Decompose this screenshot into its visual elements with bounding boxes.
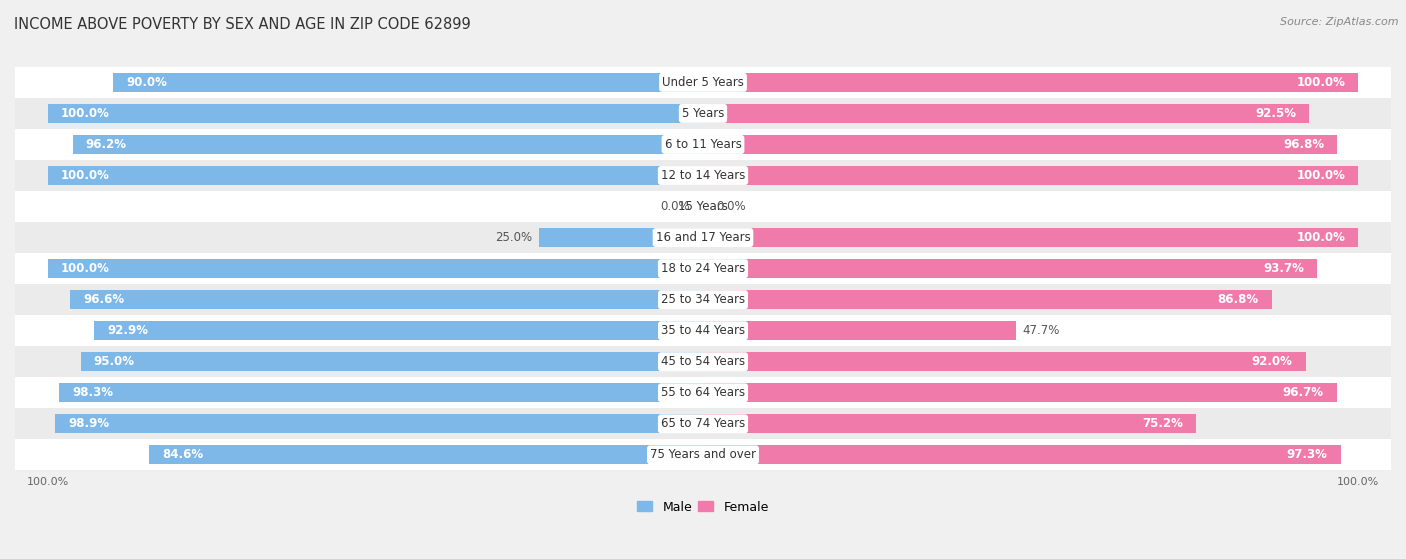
Bar — [703, 228, 1358, 247]
Text: 0.0%: 0.0% — [716, 200, 745, 213]
Bar — [15, 284, 1391, 315]
Bar — [703, 259, 1317, 278]
Legend: Male, Female: Male, Female — [633, 495, 773, 519]
Text: 16 and 17 Years: 16 and 17 Years — [655, 231, 751, 244]
Bar — [15, 377, 1391, 408]
Text: 92.5%: 92.5% — [1256, 107, 1296, 120]
Bar — [15, 253, 1391, 284]
Text: 100.0%: 100.0% — [1296, 169, 1346, 182]
Text: 100.0%: 100.0% — [60, 169, 110, 182]
Bar — [15, 160, 1391, 191]
Bar — [149, 445, 703, 465]
Text: 18 to 24 Years: 18 to 24 Years — [661, 262, 745, 275]
Text: 96.2%: 96.2% — [86, 138, 127, 151]
Text: 35 to 44 Years: 35 to 44 Years — [661, 324, 745, 337]
Text: 96.6%: 96.6% — [83, 293, 124, 306]
Text: 5 Years: 5 Years — [682, 107, 724, 120]
Bar — [15, 346, 1391, 377]
Text: 6 to 11 Years: 6 to 11 Years — [665, 138, 741, 151]
Text: Source: ZipAtlas.com: Source: ZipAtlas.com — [1281, 17, 1399, 27]
Text: 25 to 34 Years: 25 to 34 Years — [661, 293, 745, 306]
Bar — [73, 135, 703, 154]
Text: Under 5 Years: Under 5 Years — [662, 76, 744, 89]
Bar — [538, 228, 703, 247]
Bar — [703, 352, 1306, 371]
Bar — [15, 191, 1391, 222]
Text: 55 to 64 Years: 55 to 64 Years — [661, 386, 745, 399]
Bar — [703, 166, 1358, 185]
Text: 98.3%: 98.3% — [72, 386, 112, 399]
Bar — [15, 315, 1391, 346]
Text: 45 to 54 Years: 45 to 54 Years — [661, 355, 745, 368]
Text: 47.7%: 47.7% — [1022, 324, 1060, 337]
Bar — [15, 222, 1391, 253]
Bar — [59, 383, 703, 402]
Bar — [703, 135, 1337, 154]
Text: 95.0%: 95.0% — [94, 355, 135, 368]
Bar — [703, 383, 1337, 402]
Bar — [703, 290, 1272, 309]
Text: 100.0%: 100.0% — [60, 262, 110, 275]
Bar — [15, 439, 1391, 470]
Bar — [48, 104, 703, 123]
Text: 90.0%: 90.0% — [127, 76, 167, 89]
Text: 100.0%: 100.0% — [1296, 76, 1346, 89]
Text: 25.0%: 25.0% — [495, 231, 533, 244]
Bar — [15, 408, 1391, 439]
Text: 96.7%: 96.7% — [1282, 386, 1323, 399]
Text: 92.0%: 92.0% — [1251, 355, 1292, 368]
Bar — [48, 259, 703, 278]
Text: 12 to 14 Years: 12 to 14 Years — [661, 169, 745, 182]
Text: 75 Years and over: 75 Years and over — [650, 448, 756, 461]
Bar — [80, 352, 703, 371]
Text: 84.6%: 84.6% — [162, 448, 202, 461]
Bar — [15, 98, 1391, 129]
Bar — [70, 290, 703, 309]
Text: 0.0%: 0.0% — [661, 200, 690, 213]
Bar — [15, 129, 1391, 160]
Bar — [55, 414, 703, 433]
Bar — [114, 73, 703, 92]
Bar — [48, 166, 703, 185]
Text: 96.8%: 96.8% — [1284, 138, 1324, 151]
Text: 98.9%: 98.9% — [67, 418, 110, 430]
Bar — [703, 445, 1340, 465]
Text: 100.0%: 100.0% — [1296, 231, 1346, 244]
Text: 93.7%: 93.7% — [1263, 262, 1303, 275]
Bar — [703, 321, 1015, 340]
Text: 75.2%: 75.2% — [1142, 418, 1182, 430]
Text: INCOME ABOVE POVERTY BY SEX AND AGE IN ZIP CODE 62899: INCOME ABOVE POVERTY BY SEX AND AGE IN Z… — [14, 17, 471, 32]
Text: 15 Years: 15 Years — [678, 200, 728, 213]
Bar — [703, 104, 1309, 123]
Bar — [703, 414, 1195, 433]
Text: 97.3%: 97.3% — [1286, 448, 1327, 461]
Bar — [15, 67, 1391, 98]
Text: 92.9%: 92.9% — [107, 324, 149, 337]
Text: 65 to 74 Years: 65 to 74 Years — [661, 418, 745, 430]
Text: 100.0%: 100.0% — [60, 107, 110, 120]
Bar — [94, 321, 703, 340]
Text: 86.8%: 86.8% — [1218, 293, 1258, 306]
Bar — [703, 73, 1358, 92]
